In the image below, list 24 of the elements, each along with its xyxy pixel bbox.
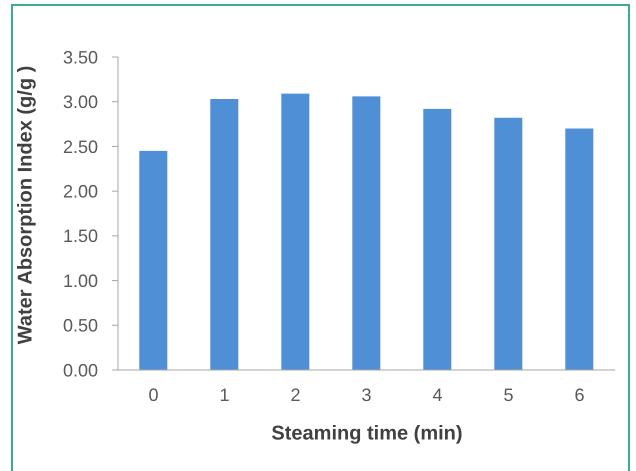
x-tick-label: 3 — [361, 384, 372, 405]
bar — [139, 150, 168, 370]
x-tick-label: 1 — [219, 384, 230, 405]
y-tick-label: 3.50 — [62, 47, 98, 68]
bar — [281, 94, 310, 370]
y-axis-title: Water Absorption Index (g/g ) — [14, 66, 38, 344]
bar — [423, 108, 452, 370]
y-tick-label: 0.50 — [62, 316, 98, 336]
bar — [494, 118, 522, 370]
x-axis-title: Steaming time (min) — [271, 422, 463, 446]
y-tick-label: 0.00 — [62, 360, 98, 380]
y-tick-label: 1.00 — [62, 270, 98, 291]
x-tick-label: 2 — [290, 384, 301, 405]
x-tick-label: 5 — [503, 384, 514, 405]
bar — [352, 96, 380, 370]
bar — [565, 128, 594, 370]
x-tick-label: 6 — [574, 384, 585, 405]
y-tick-label: 3.00 — [62, 92, 98, 112]
y-tick-label: 2.50 — [62, 136, 98, 157]
x-tick-label: 4 — [432, 384, 443, 405]
y-tick-label: 1.50 — [62, 226, 98, 246]
bar — [210, 99, 238, 370]
y-tick-label: 2.00 — [62, 182, 98, 202]
x-tick-label: 0 — [148, 384, 159, 405]
